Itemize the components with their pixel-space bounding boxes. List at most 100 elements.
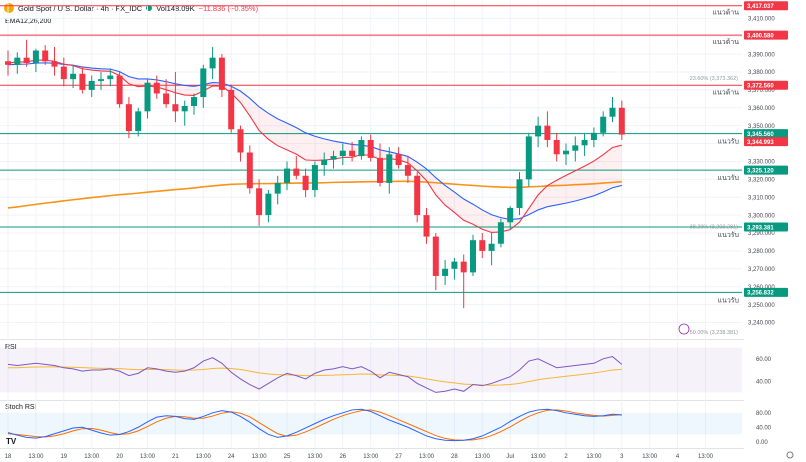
candle-body xyxy=(42,50,49,62)
candle-body xyxy=(293,168,300,176)
candle-body xyxy=(618,107,625,135)
level-price-tag-label: 3,417.037 xyxy=(747,4,774,10)
price-tick-label: 3,380.000 xyxy=(748,70,775,76)
candle-body xyxy=(98,79,104,81)
rsi-tick-label: 60.00 xyxy=(756,357,772,363)
time-tick-label: 19 xyxy=(60,454,67,460)
time-tick-label: Jul xyxy=(506,454,514,460)
time-tick-label: 21 xyxy=(172,454,179,460)
time-tick-label: 13:00 xyxy=(642,454,658,460)
candle-body xyxy=(125,104,132,132)
candle-body xyxy=(302,175,309,191)
ema-cloud xyxy=(8,60,622,233)
level-price-tag xyxy=(744,287,788,297)
time-tick-label: 2 xyxy=(564,454,568,460)
level-price-tag xyxy=(744,30,788,40)
support-zone-label: แนวรับ xyxy=(718,138,739,146)
alert-lightning-icon xyxy=(678,323,690,335)
support-zone-label: แนวรับ xyxy=(718,231,739,239)
time-tick-label: 13:00 xyxy=(475,454,491,460)
candle-body xyxy=(470,240,476,273)
candle-body xyxy=(228,89,235,130)
last-price-tag-label: 3,344.993 xyxy=(747,140,774,146)
time-tick-label: 25 xyxy=(284,454,291,460)
stoch-d-line xyxy=(7,409,622,441)
price-tick-label: 3,280.000 xyxy=(748,249,775,255)
candle-body xyxy=(525,136,532,180)
last-price-tag xyxy=(744,137,788,147)
candle-body xyxy=(135,111,142,132)
price-tick-label: 3,320.000 xyxy=(748,178,775,184)
candle-body xyxy=(32,50,39,64)
gold-symbol-icon[interactable] xyxy=(4,3,14,13)
candle-body xyxy=(563,150,569,155)
candle-body xyxy=(191,97,197,106)
time-tick-label: 13:00 xyxy=(196,454,212,460)
time-tick-label: 3 xyxy=(620,454,624,460)
stoch-tick-label: 80.00 xyxy=(756,411,772,417)
support-zone-label: แนวรับ xyxy=(718,174,739,182)
time-tick-label: 26 xyxy=(339,454,346,460)
candle-body xyxy=(200,68,207,98)
candle-body xyxy=(339,150,346,157)
level-price-tag-label: 3,400.580 xyxy=(747,33,774,39)
candle-body xyxy=(51,61,58,67)
level-price-tag xyxy=(744,222,788,232)
stoch-rsi-indicator-label[interactable]: Stoch RSI xyxy=(5,404,37,411)
price-tick-label: 3,270.000 xyxy=(748,267,775,273)
price-tick-label: 3,410.000 xyxy=(748,17,775,23)
candle-body xyxy=(377,157,383,183)
candle-body xyxy=(367,139,374,158)
candle-body xyxy=(284,168,290,183)
time-tick-label: 27 xyxy=(395,454,402,460)
price-tick-label: 3,240.000 xyxy=(748,321,775,327)
candle-body xyxy=(70,73,77,80)
candle-body xyxy=(404,165,411,176)
candle-body xyxy=(432,236,439,276)
candle-body xyxy=(88,80,95,90)
symbol-title[interactable]: Gold Spot / U.S. Dollar · 4h · FX_IDC xyxy=(18,3,143,13)
candle-body xyxy=(116,75,123,105)
rsi-indicator-label[interactable]: RSI xyxy=(5,344,17,351)
candle-body xyxy=(479,240,486,251)
candle-body xyxy=(553,139,560,155)
candle-body xyxy=(330,156,337,160)
stoch-tick-label: 40.00 xyxy=(756,425,772,431)
candle-body xyxy=(209,57,216,69)
stoch-tick-label: 0.00 xyxy=(756,440,768,446)
change-readout: −11.836 (−0.35%) xyxy=(198,3,259,13)
stoch-band xyxy=(0,412,742,435)
price-tick-label: 3,300.000 xyxy=(748,213,775,219)
candle-body xyxy=(516,179,523,208)
time-tick-label: 13:00 xyxy=(307,454,323,460)
level-price-tag-label: 3,345.560 xyxy=(747,132,774,138)
candle-body xyxy=(23,57,30,64)
time-tick-label: 4 xyxy=(676,454,680,460)
resistance-zone-label: แนวต้าน xyxy=(713,88,740,96)
candle-body xyxy=(590,132,597,140)
level-price-tag xyxy=(744,129,788,139)
time-tick-label: 13:00 xyxy=(28,454,44,460)
fib-level-label: 50.00% (3,238.381) xyxy=(690,330,738,336)
price-tick-label: 3,310.000 xyxy=(748,195,775,201)
time-tick-label: 13:00 xyxy=(531,454,547,460)
level-price-tag xyxy=(744,1,788,11)
price-tick-label: 3,350.000 xyxy=(748,124,775,130)
candle-body xyxy=(423,215,430,237)
candle-body xyxy=(107,75,114,80)
ema-indicator-label[interactable]: EMA12,26,200 xyxy=(5,18,52,25)
candle-body xyxy=(395,154,402,166)
candle-body xyxy=(358,139,365,157)
candle-body xyxy=(507,207,514,223)
candle-body xyxy=(460,261,467,273)
time-tick-label: 13:00 xyxy=(363,454,379,460)
candle-body xyxy=(414,175,421,216)
candle-body xyxy=(5,61,11,65)
time-tick-label: 13:00 xyxy=(586,454,602,460)
candle-body xyxy=(172,104,179,112)
candle-body xyxy=(572,145,579,151)
resistance-zone-label: แนวต้าน xyxy=(713,9,740,17)
stoch-k-line xyxy=(7,408,622,442)
candle-body xyxy=(14,57,21,65)
